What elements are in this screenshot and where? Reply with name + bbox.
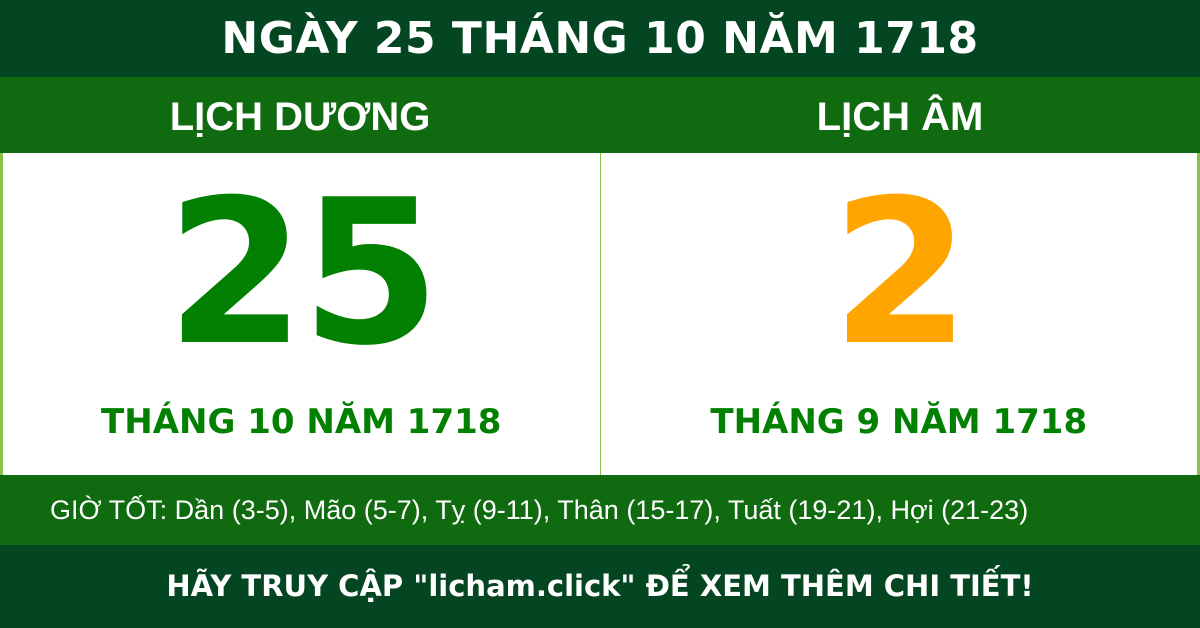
solar-heading: LỊCH DƯƠNG bbox=[169, 95, 431, 139]
solar-column: 25 THÁNG 10 NĂM 1718 bbox=[3, 153, 601, 475]
solar-day: 25 bbox=[166, 157, 440, 390]
lunar-column: 2 THÁNG 9 NĂM 1718 bbox=[601, 153, 1198, 475]
footer-cta: HÃY TRUY CẬP "licham.click" ĐỂ XEM THÊM … bbox=[0, 545, 1200, 628]
lunar-month-year: THÁNG 9 NĂM 1718 bbox=[710, 402, 1088, 442]
good-hours: GIỜ TỐT: Dần (3-5), Mão (5-7), Tỵ (9-11)… bbox=[0, 475, 1200, 545]
page-title: NGÀY 25 THÁNG 10 NĂM 1718 bbox=[0, 0, 1200, 77]
lunar-day: 2 bbox=[831, 157, 970, 390]
lunar-heading: LỊCH ÂM bbox=[816, 95, 984, 139]
solar-month-year: THÁNG 10 NĂM 1718 bbox=[101, 402, 502, 442]
date-panel: 25 THÁNG 10 NĂM 1718 2 THÁNG 9 NĂM 1718 bbox=[0, 153, 1200, 475]
column-headers: LỊCH DƯƠNG LỊCH ÂM bbox=[0, 77, 1200, 153]
